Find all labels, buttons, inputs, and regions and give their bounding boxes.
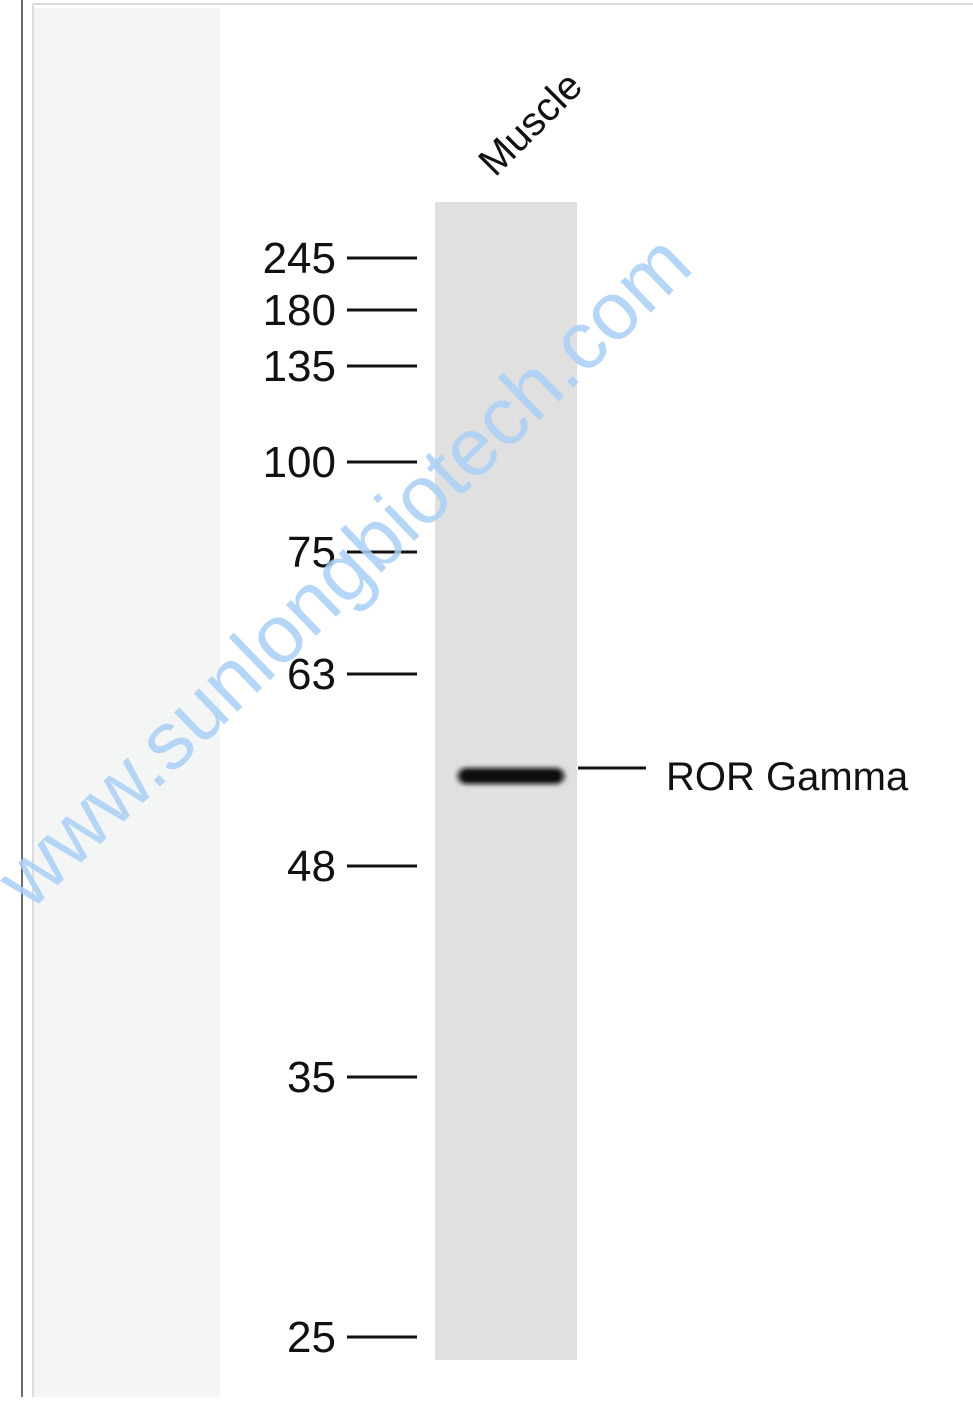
- protein-band: [458, 768, 564, 784]
- marker-label: 245: [263, 234, 336, 283]
- marker-label: 48: [287, 842, 336, 891]
- marker-label: 135: [263, 342, 336, 391]
- marker-label: 180: [263, 286, 336, 335]
- western-blot-figure: Muscle ROR Gamma 2451801351007563483525 …: [0, 0, 973, 1397]
- marker-label: 100: [263, 438, 336, 487]
- marker-label: 25: [287, 1313, 336, 1362]
- marker-label: 35: [287, 1053, 336, 1102]
- band-label: ROR Gamma: [666, 755, 909, 799]
